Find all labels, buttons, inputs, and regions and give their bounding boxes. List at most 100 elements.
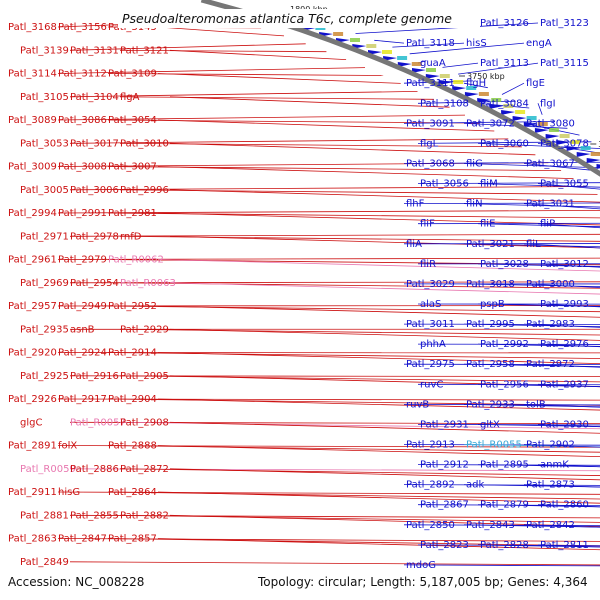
- gene-label: ruvC: [420, 379, 443, 390]
- plus-strand-feature: [452, 86, 467, 91]
- gene-label: Patl_3113: [480, 58, 529, 69]
- connector-line: [69, 514, 600, 519]
- gene-label: Patl_3112: [58, 69, 107, 80]
- gene-label: hisS: [466, 38, 487, 49]
- gene-label: Patl_2823: [420, 540, 469, 551]
- connector-line: [463, 363, 600, 368]
- gene-label: Patl_2873: [526, 480, 575, 491]
- connector-line: [69, 421, 600, 425]
- gene-label: Patl_2872: [120, 464, 169, 475]
- gene-label: Patl_2905: [120, 371, 169, 382]
- connector-line: [355, 22, 539, 34]
- connector-line: [403, 202, 600, 205]
- gene-label: Patl_2979: [58, 255, 107, 266]
- gene-label: fliN: [466, 199, 483, 210]
- gene-label: Patl_2860: [540, 500, 589, 511]
- gene-label: Patl_2914: [108, 348, 157, 359]
- plus-strand-feature: [477, 98, 492, 103]
- gene-label: Patl_2888: [108, 441, 157, 452]
- gene-label: Patl_3068: [406, 159, 455, 170]
- gene-label: Patl_2992: [480, 339, 529, 350]
- left-connector-lines: [57, 19, 600, 566]
- genome-title: Pseudoalteromonas atlantica T6c, complet…: [122, 11, 452, 26]
- gene-label: Patl_R0063: [120, 278, 176, 289]
- connector-line: [463, 484, 600, 488]
- connector-line: [537, 183, 600, 190]
- gene-label: Patl_3108: [420, 98, 469, 109]
- connector-line: [537, 223, 600, 229]
- function-box: [548, 128, 559, 132]
- plus-strand-feature: [489, 104, 504, 109]
- gene-label: flgH: [466, 78, 486, 89]
- gene-label: Patl_3109: [108, 69, 157, 80]
- gene-label: Patl_2958: [466, 359, 515, 370]
- connector-line: [69, 375, 600, 377]
- gene-label: hisG: [58, 487, 80, 498]
- function-box: [453, 80, 464, 84]
- plus-strand-feature: [501, 110, 516, 115]
- gene-label: Patl_2911: [8, 487, 57, 498]
- gene-label: Patl_2933: [466, 399, 515, 410]
- gene-label: Patl_3067: [526, 159, 575, 170]
- gene-label: anmK: [540, 460, 569, 471]
- connector-line: [69, 468, 600, 472]
- gene-label: Patl_3006: [70, 185, 119, 196]
- connector-line: [157, 445, 600, 458]
- connector-line: [119, 96, 434, 100]
- function-box: [366, 44, 377, 48]
- connector-line: [57, 352, 600, 354]
- gene-label: Patl_2996: [120, 185, 169, 196]
- function-box: [526, 116, 537, 120]
- gene-label: Patl_2924: [58, 348, 107, 359]
- gene-label: Patl_2891: [8, 441, 57, 452]
- gene-label: Patl_3028: [480, 259, 529, 270]
- connector-line: [523, 203, 600, 210]
- gene-label: Patl_2931: [420, 419, 469, 430]
- connector-line: [537, 263, 600, 268]
- connector-line: [119, 328, 600, 336]
- gene-label: Patl_3010: [120, 138, 169, 149]
- gene-label: alaS: [420, 299, 441, 310]
- gene-label: Patl_3091: [406, 118, 455, 129]
- connector-line: [374, 39, 405, 44]
- accession-label: Accession: NC_008228: [8, 575, 144, 589]
- gene-label: Patl_2926: [8, 394, 57, 405]
- gene-label: Patl_2895: [480, 460, 529, 471]
- connector-line: [57, 67, 366, 74]
- gene-label: fliP: [540, 219, 555, 230]
- gene-label: Patl_2975: [406, 359, 455, 370]
- connector-line: [57, 114, 466, 121]
- gene-label: Patl_3021: [466, 239, 515, 250]
- kbp-ticks: 3750 kbp3700 kbp3650 kbp3600 kbp3550 kbp…: [459, 72, 600, 149]
- connector-line: [157, 538, 600, 551]
- connector-line: [537, 343, 600, 348]
- connector-line: [57, 445, 600, 448]
- plus-strand-feature: [439, 80, 454, 85]
- plus-strand-feature: [586, 158, 600, 163]
- gene-label: Patl_2929: [120, 324, 169, 335]
- gene-label: Patl_2864: [108, 487, 157, 498]
- gene-label: rnfD: [120, 231, 142, 242]
- connector-line: [417, 182, 600, 185]
- gene-label: Patl_2961: [8, 255, 57, 266]
- gene-label: Patl_3126: [480, 18, 529, 29]
- plus-strand-feature: [464, 92, 479, 97]
- gene-label: Patl_2908: [120, 417, 169, 428]
- connector-line: [107, 305, 600, 313]
- gene-label: flgE: [526, 78, 545, 89]
- gene-label: Patl_3060: [480, 138, 529, 149]
- plus-strand-feature: [596, 164, 600, 169]
- gene-label: Patl_3115: [540, 58, 589, 69]
- connector-line: [57, 398, 600, 401]
- connector-line: [463, 404, 600, 408]
- gene-label: adk: [466, 480, 484, 491]
- connector-line: [169, 328, 600, 341]
- gene-label: Patl_2954: [70, 278, 119, 289]
- gene-label: Patl_2995: [466, 319, 515, 330]
- gene-label: Patl_2882: [120, 510, 169, 521]
- connector-line: [417, 222, 600, 225]
- connector-line: [169, 49, 347, 60]
- connector-line: [477, 424, 600, 428]
- gene-label: Patl_2935: [20, 324, 69, 335]
- feature-tracks: [282, 20, 600, 169]
